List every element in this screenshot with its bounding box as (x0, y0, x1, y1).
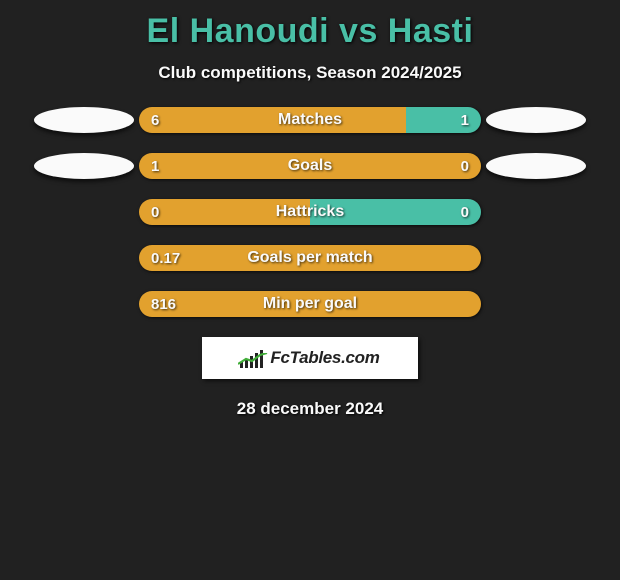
stat-row: 816Min per goal (0, 291, 620, 317)
stat-row: 6Matches1 (0, 107, 620, 133)
page-title: El Hanoudi vs Hasti (0, 0, 620, 51)
stat-bar: 1Goals0 (139, 153, 481, 179)
stat-label: Hattricks (139, 199, 481, 225)
stat-right-value: 1 (461, 107, 469, 133)
stat-label: Goals (139, 153, 481, 179)
stat-bar: 0Hattricks0 (139, 199, 481, 225)
team-logo-placeholder (34, 107, 134, 133)
stat-right-value: 0 (461, 153, 469, 179)
right-logo-slot (481, 153, 591, 179)
stat-label: Min per goal (139, 291, 481, 317)
stat-row: 0Hattricks0 (0, 199, 620, 225)
stat-bar: 816Min per goal (139, 291, 481, 317)
left-logo-slot (29, 107, 139, 133)
brand-text: FcTables.com (270, 348, 379, 368)
stat-label: Matches (139, 107, 481, 133)
chart-icon (240, 348, 264, 368)
brand-badge: FcTables.com (202, 337, 418, 379)
stat-rows: 6Matches11Goals00Hattricks00.17Goals per… (0, 107, 620, 317)
stat-row: 0.17Goals per match (0, 245, 620, 271)
date-label: 28 december 2024 (0, 399, 620, 419)
team-logo-placeholder (34, 153, 134, 179)
right-logo-slot (481, 107, 591, 133)
team-logo-placeholder (486, 153, 586, 179)
left-logo-slot (29, 153, 139, 179)
stat-right-value: 0 (461, 199, 469, 225)
stat-label: Goals per match (139, 245, 481, 271)
team-logo-placeholder (486, 107, 586, 133)
subtitle: Club competitions, Season 2024/2025 (0, 63, 620, 83)
stat-bar: 6Matches1 (139, 107, 481, 133)
stat-bar: 0.17Goals per match (139, 245, 481, 271)
stat-row: 1Goals0 (0, 153, 620, 179)
